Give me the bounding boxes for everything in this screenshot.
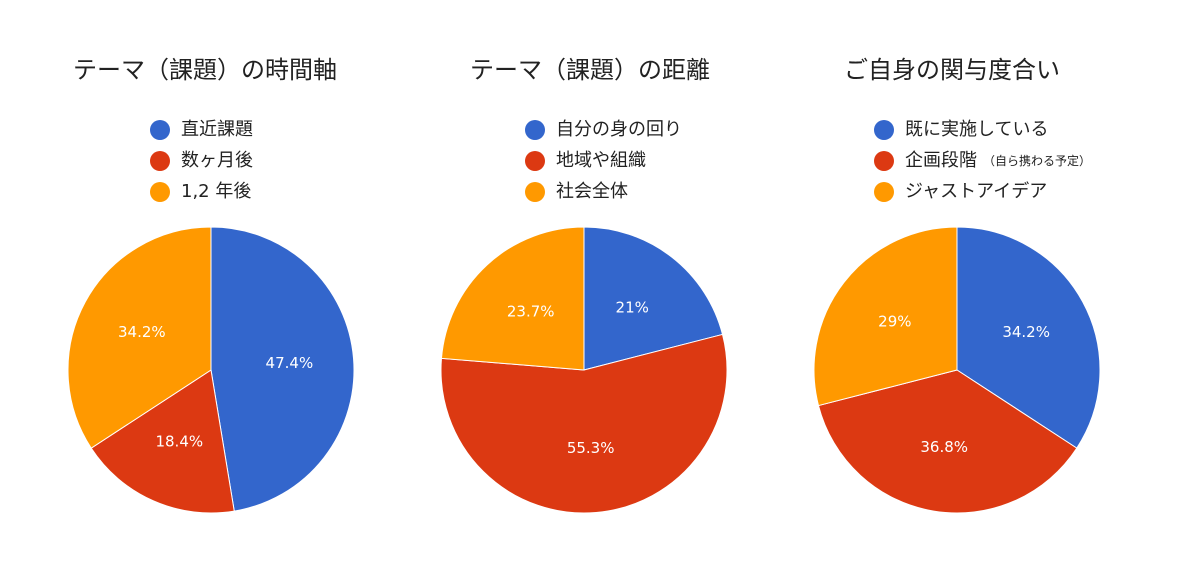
legend-swatch-icon: [874, 119, 894, 140]
slice-value-label: 34.2%: [118, 323, 166, 341]
legend-swatch-icon: [150, 119, 170, 140]
legend-item: 企画段階 （自ら携わる予定）: [874, 145, 1091, 176]
pie-slice: [813, 226, 958, 407]
legend-item: 社会全体: [525, 176, 682, 207]
pie-chart: 21% 55.3% 23.7%: [440, 226, 728, 514]
slice-value-label: 34.2%: [1002, 323, 1050, 341]
legend-item: 数ヶ月後: [150, 145, 253, 176]
legend-item: 自分の身の回り: [525, 114, 682, 145]
chart-panel-involvement: ご自身の関与度合い 既に実施している 企画段階 （自ら携わる予定） ジャストアイ…: [786, 0, 1180, 576]
pie-slice: [440, 333, 728, 514]
pie-chart: 34.2% 36.8% 29%: [813, 226, 1101, 514]
slice-value-label: 36.8%: [920, 438, 968, 456]
pie-slice: [440, 226, 585, 371]
chart-title: テーマ（課題）の距離: [470, 56, 710, 84]
legend-item: 1,2 年後: [150, 176, 253, 207]
pie-slice: [210, 226, 355, 512]
legend-label: 地域や組織: [556, 149, 646, 171]
chart-panel-distance: テーマ（課題）の距離 自分の身の回り 地域や組織 社会全体 21% 55.3% 23…: [393, 0, 786, 576]
legend-label: 既に実施している: [905, 118, 1049, 140]
slice-value-label: 55.3%: [567, 439, 615, 457]
slice-value-label: 29%: [878, 312, 911, 330]
chart-legend: 直近課題 数ヶ月後 1,2 年後: [150, 114, 253, 207]
legend-swatch-icon: [874, 181, 894, 202]
slice-value-label: 47.4%: [266, 354, 314, 372]
slice-value-label: 21%: [616, 298, 649, 316]
chart-title: テーマ（課題）の時間軸: [73, 56, 337, 84]
legend-label: 1,2 年後: [181, 180, 252, 202]
legend-label: 数ヶ月後: [181, 149, 253, 171]
pie-slice: [67, 226, 212, 449]
legend-item: ジャストアイデア: [874, 176, 1091, 207]
legend-item: 既に実施している: [874, 114, 1091, 145]
pie-slice: [90, 369, 235, 514]
chart-panel-time-axis: テーマ（課題）の時間軸 直近課題 数ヶ月後 1,2 年後 47.4% 18.4% 3…: [0, 0, 393, 576]
chart-legend: 既に実施している 企画段階 （自ら携わる予定） ジャストアイデア: [874, 114, 1091, 207]
legend-note: （自ら携わる予定）: [983, 153, 1092, 168]
chart-legend: 自分の身の回り 地域や組織 社会全体: [525, 114, 682, 207]
chart-title: ご自身の関与度合い: [844, 56, 1060, 84]
legend-label: 企画段階: [905, 149, 977, 171]
pie-slice: [583, 226, 724, 371]
legend-label: 直近課題: [181, 118, 253, 140]
legend-swatch-icon: [525, 181, 545, 202]
legend-swatch-icon: [150, 181, 170, 202]
legend-label: 自分の身の回り: [556, 118, 682, 140]
legend-label: 社会全体: [556, 180, 628, 202]
legend-item: 地域や組織: [525, 145, 682, 176]
slice-value-label: 18.4%: [155, 432, 203, 450]
legend-swatch-icon: [525, 119, 545, 140]
slice-value-label: 23.7%: [507, 303, 555, 321]
legend-swatch-icon: [525, 150, 545, 171]
legend-swatch-icon: [874, 150, 894, 171]
pie-chart: 47.4% 18.4% 34.2%: [67, 226, 355, 514]
pie-slice: [817, 369, 1078, 514]
legend-item: 直近課題: [150, 114, 253, 145]
legend-label: ジャストアイデア: [905, 180, 1048, 202]
legend-swatch-icon: [150, 150, 170, 171]
